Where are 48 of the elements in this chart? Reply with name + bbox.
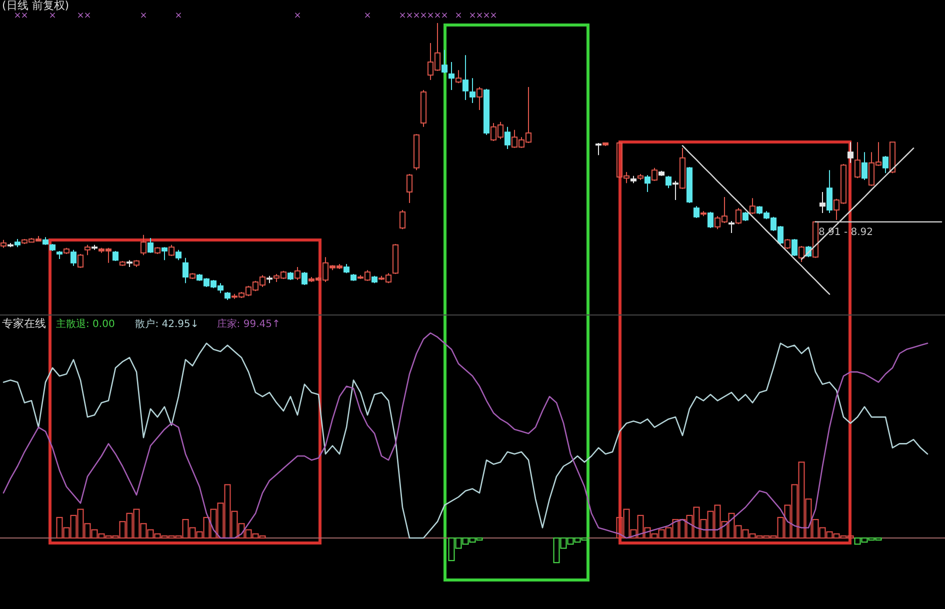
text: × [440,11,448,21]
candlestick [469,78,476,104]
text: × [76,11,84,21]
chart-title: (日线 前复权) [2,0,70,12]
candlestick [182,257,189,284]
candlestick [406,173,413,204]
chart-title: 专家在线 [2,317,46,330]
text: × [476,11,484,21]
candlestick [462,54,469,101]
candlestick [672,180,679,201]
text: × [468,11,476,21]
text: × [14,11,22,21]
candlestick [455,70,462,84]
text: × [412,11,420,21]
candlestick [728,220,735,234]
text: × [140,11,148,21]
candlestick [819,191,826,214]
candlestick [441,49,448,74]
text: × [420,11,428,21]
text: × [48,11,56,21]
candlestick [679,147,686,190]
text: × [398,11,406,21]
text: × [426,11,434,21]
text: × [84,11,92,21]
candlestick [140,234,147,256]
candlestick [644,174,651,192]
text: × [294,11,302,21]
series-label: 散户: 42.95↓ [135,318,199,330]
text: × [174,11,182,21]
candlestick [161,246,168,261]
text: × [490,11,498,21]
text: × [454,11,462,21]
text: 庄家: 99.45↑ [216,318,280,330]
text: × [364,11,372,21]
text: × [482,11,490,21]
text: × [20,11,28,21]
candlestick [504,126,511,150]
candlestick [595,142,602,156]
text: 主散退: 0.00 [56,318,115,330]
candlestick [854,142,861,179]
candlestick [847,142,854,164]
candlestick [861,152,868,181]
text: × [406,11,414,21]
candlestick [749,198,756,215]
candlestick [448,62,455,91]
candlestick [476,86,483,110]
candlestick [826,170,833,214]
text: × [434,11,442,21]
